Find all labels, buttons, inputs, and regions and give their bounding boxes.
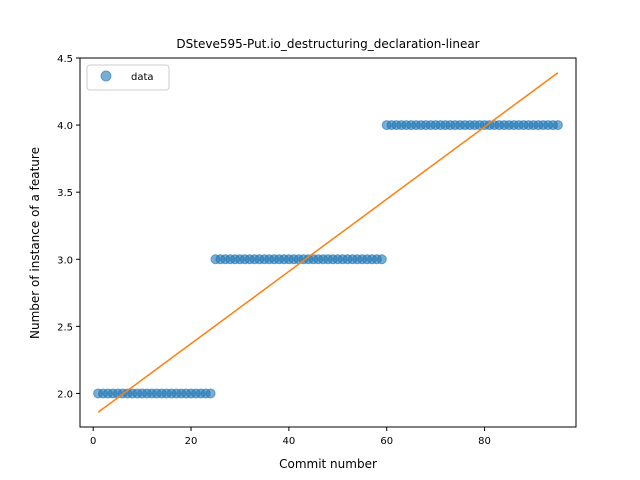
chart-title: DSteve595-Put.io_destructuring_declarati… — [176, 37, 479, 51]
legend-label-data: data — [131, 72, 154, 83]
axes-frame — [79, 57, 577, 428]
plot-area — [93, 72, 563, 413]
y-tick-label: 2.5 — [57, 322, 73, 333]
x-tick-label: 20 — [185, 436, 198, 447]
legend-marker — [100, 70, 112, 82]
y-tick-label: 4.5 — [57, 54, 73, 65]
data-point — [376, 254, 387, 265]
y-tick-label: 2.0 — [57, 389, 73, 400]
y-tick-label: 3.5 — [57, 188, 73, 199]
data-point — [205, 388, 216, 399]
tick-labels: 0 20 40 60 80 2.0 2.5 3.0 3.5 4.0 4.5 — [57, 54, 491, 447]
y-tick-label: 3.0 — [57, 255, 73, 266]
x-tick-label: 60 — [380, 436, 393, 447]
y-axis-title: Number of instance of a feature — [28, 147, 42, 339]
trend-line — [97, 72, 559, 413]
x-tick-label: 80 — [478, 436, 491, 447]
legend: data — [86, 64, 170, 91]
x-axis-title: Commit number — [279, 457, 377, 471]
legend-box — [86, 64, 170, 91]
x-tick-label: 40 — [283, 436, 296, 447]
data-point — [552, 120, 563, 131]
y-tick-label: 4.0 — [57, 121, 73, 132]
x-tick-label: 0 — [90, 436, 96, 447]
